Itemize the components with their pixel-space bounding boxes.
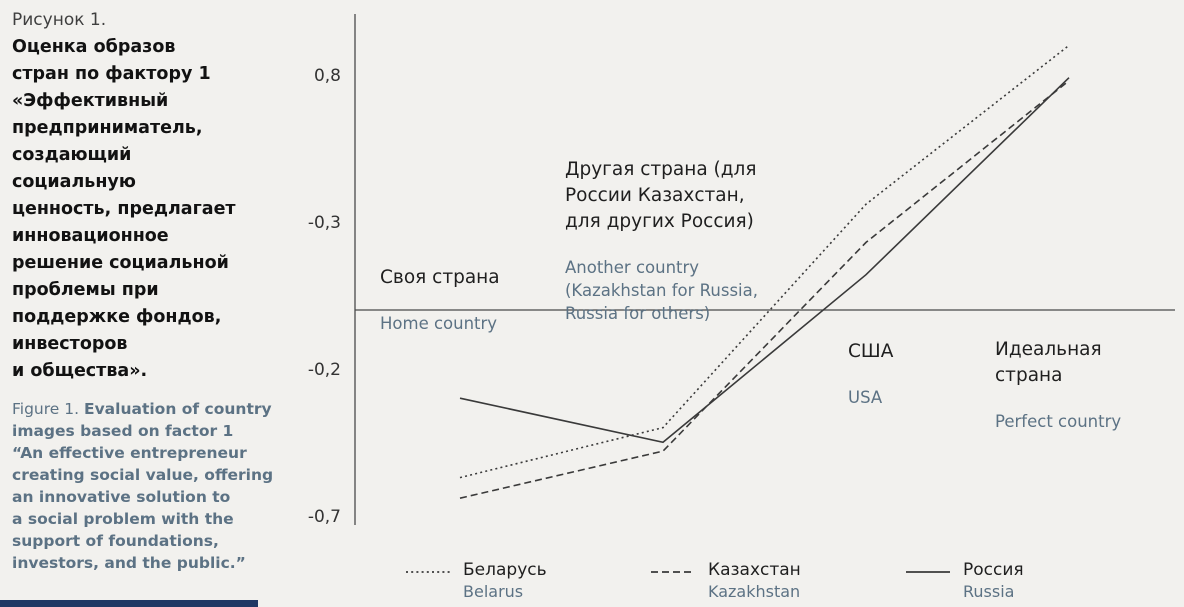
dashed-line-sample-icon [651,571,695,573]
figure-number-en: Figure 1. [12,400,80,418]
legend-item-belarus: Беларусь Belarus [405,560,547,602]
belarus-line [459,44,1070,479]
solid-line-sample-icon [906,571,950,573]
category-label-en: USA [848,388,883,407]
category-label-perfect-country: Идеальная страна Perfect country [995,318,1141,452]
category-label-ru: Своя страна [380,267,500,288]
legend-labels: Россия Russia [963,560,1024,602]
category-label-en: Perfect country [995,412,1122,431]
kazakhstan-line [459,80,1070,499]
dotted-line-sample-icon [406,571,450,573]
figure-caption: Рисунок 1. Оценка образов стран по факто… [12,10,304,574]
y-axis-tick-label: -0,3 [308,213,341,233]
category-label-en: Another country (Kazakhstan for Russia, … [565,258,758,323]
y-axis-tick-label: 0,8 [314,66,341,86]
category-label-ru: Идеальная страна [995,339,1102,386]
category-label-ru: Другая страна (для России Казахстан, для… [565,159,757,232]
legend-label-en: Belarus [463,582,524,601]
legend-label-ru: Россия [963,560,1024,580]
category-label-home-country: Своя страна Home country [380,246,590,354]
category-label-another-country: Другая страна (для России Казахстан, для… [565,138,809,344]
figure-number-ru: Рисунок 1. [12,10,107,30]
legend-label-ru: Беларусь [463,560,547,580]
category-label-ru: США [848,341,894,362]
figure-title-ru: Оценка образов стран по фактору 1 «Эффек… [12,37,236,381]
legend-label-ru: Казахстан [708,560,801,580]
page-footer-bar [0,600,258,607]
russia-line [459,77,1070,444]
legend-labels: Беларусь Belarus [463,560,547,602]
legend-item-russia: Россия Russia [905,560,1024,602]
legend-item-kazakhstan: Казахстан Kazakhstan [650,560,801,602]
legend-label-en: Russia [963,582,1015,601]
figure-caption-en: Figure 1. Evaluation of country images b… [12,398,304,574]
figure-title-en: Evaluation of country images based on fa… [12,400,274,572]
y-axis-tick-label: -0,7 [308,507,341,527]
category-label-usa: США USA [848,320,968,428]
y-axis-tick-label: -0,2 [308,360,341,380]
legend-labels: Казахстан Kazakhstan [708,560,801,602]
category-label-en: Home country [380,314,498,333]
line-chart: 0,8 -0,3 -0,2 -0,7 [308,14,1175,527]
legend-label-en: Kazakhstan [708,582,801,601]
